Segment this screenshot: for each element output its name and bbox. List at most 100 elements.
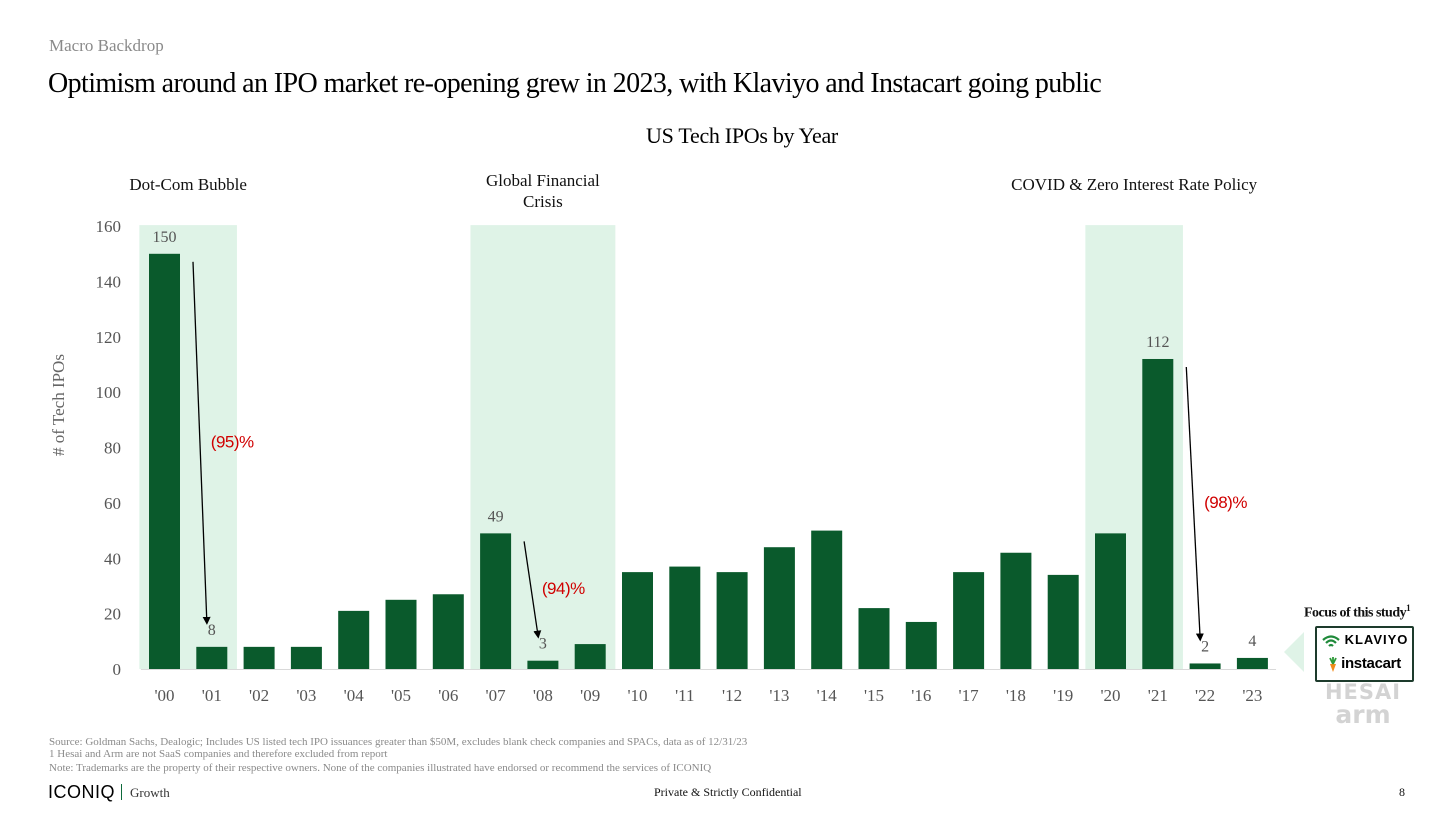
y-axis-label: # of Tech IPOs — [49, 354, 68, 456]
data-label: 112 — [1146, 334, 1169, 351]
period-label: Dot-Com Bubble — [129, 175, 247, 194]
brand-subtitle: Growth — [130, 785, 170, 800]
data-label: 150 — [153, 229, 177, 246]
x-tick-label: '15 — [864, 686, 884, 705]
y-tick-label: 100 — [96, 383, 122, 402]
wifi-icon — [1321, 634, 1340, 647]
bar-15 — [858, 608, 890, 669]
data-label: 4 — [1248, 633, 1256, 650]
x-tick-label: '07 — [486, 686, 507, 705]
x-tick-label: '12 — [722, 686, 742, 705]
klaviyo-logo: KLAVIYO — [1317, 632, 1412, 647]
bar-14 — [811, 530, 843, 669]
data-label: 8 — [208, 622, 216, 639]
data-label: 3 — [539, 636, 547, 653]
bar-04 — [338, 610, 370, 669]
tech-ipo-bar-chart: US Tech IPOs by Year Dot-Com Bubble Globa… — [49, 123, 1304, 705]
decline-annotations: (95)% (94)% (98)% — [192, 261, 1248, 642]
bar-18 — [1000, 552, 1032, 669]
bar-22 — [1189, 663, 1221, 669]
bar-11 — [669, 566, 701, 669]
data-labels: 150 8 49 3 112 2 4 — [153, 229, 1257, 656]
period-label: Global Financial — [486, 171, 600, 190]
bar-13 — [763, 547, 795, 669]
period-label: Crisis — [523, 192, 563, 211]
bar-05 — [385, 599, 417, 669]
bars — [140, 253, 1277, 670]
bar-17 — [953, 572, 985, 669]
bar-02 — [243, 646, 275, 669]
x-tick-label: '23 — [1242, 686, 1262, 705]
footnote-1: 1 Hesai and Arm are not SaaS companies a… — [49, 748, 388, 760]
bar-20 — [1095, 533, 1126, 669]
x-tick-label: '14 — [817, 686, 838, 705]
confidentiality-notice: Private & Strictly Confidential — [654, 785, 802, 799]
x-tick-label: '06 — [438, 686, 458, 705]
y-tick-label: 160 — [96, 217, 122, 236]
x-tick-label: '21 — [1148, 686, 1168, 705]
bar-06 — [432, 594, 464, 669]
bar-09 — [574, 644, 606, 669]
period-label: COVID & Zero Interest Rate Policy — [1011, 175, 1257, 194]
bar-19 — [1047, 574, 1079, 669]
x-tick-label: '18 — [1006, 686, 1026, 705]
y-tick-label: 60 — [104, 494, 121, 513]
x-axis-ticks: '00 '01 '02 '03 '04 '05 '06 '07 '08 '09 '10 '11 '12 '… — [154, 686, 1262, 705]
bar-23 — [1236, 657, 1268, 669]
decline-arrow — [523, 541, 542, 639]
x-tick-label: '03 — [296, 686, 316, 705]
x-tick-label: '10 — [627, 686, 647, 705]
source-footnote: Source: Goldman Sachs, Dealogic; Include… — [49, 736, 748, 748]
x-tick-label: '00 — [154, 686, 174, 705]
instacart-logo: instacart — [1317, 655, 1412, 672]
decline-arrow — [192, 261, 211, 625]
trademark-note: Note: Trademarks are the property of the… — [49, 762, 712, 774]
y-tick-label: 40 — [104, 549, 121, 568]
x-tick-label: '08 — [533, 686, 553, 705]
bar-16 — [905, 621, 937, 669]
y-tick-label: 140 — [96, 272, 122, 291]
x-tick-label: '16 — [911, 686, 931, 705]
bar-00 — [149, 253, 180, 670]
focus-pointer-triangle — [1284, 632, 1304, 672]
x-tick-label: '05 — [391, 686, 411, 705]
carrot-icon — [1329, 656, 1337, 672]
x-tick-label: '02 — [249, 686, 269, 705]
brand-divider — [121, 784, 122, 800]
x-tick-label: '11 — [675, 686, 694, 705]
decline-label: (95)% — [211, 432, 254, 451]
decline-label: (94)% — [542, 579, 585, 598]
bar-10 — [622, 572, 653, 669]
iconiq-logo: ICONIQ — [48, 782, 116, 802]
x-tick-label: '19 — [1053, 686, 1073, 705]
y-tick-label: 20 — [104, 605, 121, 624]
bar-01 — [196, 646, 228, 669]
x-tick-label: '22 — [1195, 686, 1215, 705]
y-axis-ticks: 0 20 40 60 80 100 120 140 160 — [96, 217, 122, 679]
x-tick-label: '04 — [344, 686, 365, 705]
x-tick-label: '20 — [1100, 686, 1120, 705]
data-label: 49 — [488, 508, 504, 525]
bar-12 — [716, 572, 748, 669]
data-label: 2 — [1201, 638, 1209, 655]
bar-03 — [290, 646, 322, 669]
arm-logo: arm — [1335, 700, 1391, 729]
x-tick-label: '13 — [769, 686, 789, 705]
hesai-logo: HESAI — [1324, 680, 1402, 704]
decline-arrow — [1185, 366, 1204, 642]
y-tick-label: 120 — [96, 328, 122, 347]
chart-title: US Tech IPOs by Year — [646, 123, 839, 148]
page-number: 8 — [1399, 785, 1405, 799]
x-tick-label: '09 — [580, 686, 600, 705]
focus-logo-box: KLAVIYO instacart — [1315, 626, 1414, 682]
x-tick-label: '01 — [202, 686, 222, 705]
period-labels: Dot-Com Bubble Global Financial Crisis COVI… — [129, 171, 1257, 211]
section-label: Macro Backdrop — [49, 36, 164, 55]
focus-panel-title: Focus of this study1 — [1304, 603, 1411, 621]
y-tick-label: 0 — [113, 660, 122, 679]
bar-08 — [527, 660, 559, 669]
page-title: Optimism around an IPO market re-opening… — [48, 68, 1102, 99]
decline-label: (98)% — [1204, 493, 1247, 512]
y-tick-label: 80 — [104, 439, 121, 458]
x-tick-label: '17 — [959, 686, 980, 705]
